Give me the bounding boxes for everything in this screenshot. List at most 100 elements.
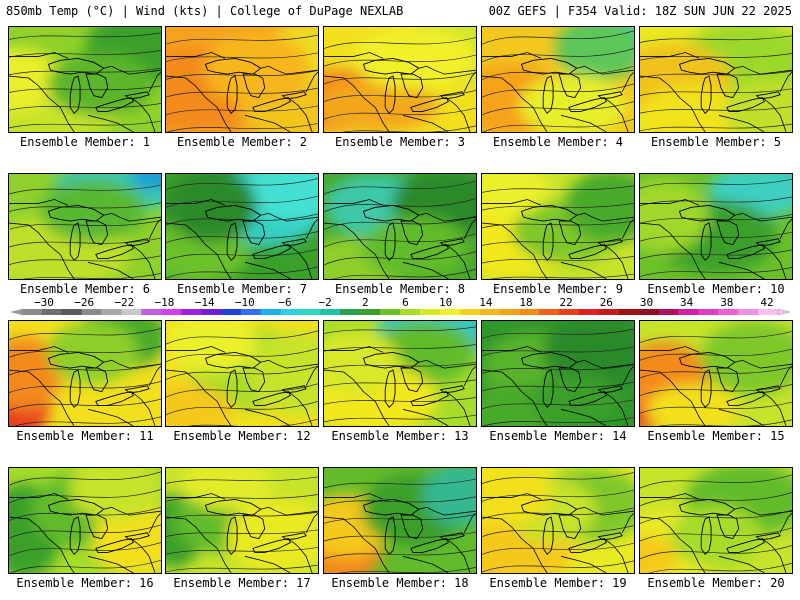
temperature-region [640,84,747,132]
great-lake-outline [542,75,554,115]
political-border [734,212,792,222]
ensemble-map-panel [481,320,635,427]
colorbar-tick-label: −22 [114,296,134,309]
ensemble-map-panel [165,173,319,280]
height-contour [166,105,318,116]
colorbar-swatch [22,309,43,315]
great-lake-outline [755,532,781,541]
height-contour [337,566,476,573]
height-contour [658,419,792,426]
political-border [402,114,449,132]
political-border [260,506,318,516]
colorbar-tick-label: 6 [402,296,409,309]
colorbar-tick-label: 22 [560,296,573,309]
model-run-info: 00Z GEFS | F354 Valid: 18Z SUN JUN 22 20… [488,4,792,18]
height-contour [482,560,634,573]
great-lake-outline [226,516,238,556]
political-border [166,75,232,132]
political-border [166,369,232,426]
height-contour [9,345,161,358]
height-contour [482,381,634,392]
political-border [260,359,318,369]
great-lake-outline [69,516,81,556]
height-contour [648,562,792,573]
height-contour [640,249,792,260]
political-border [576,212,634,222]
height-contour [640,231,792,242]
height-contour [482,238,634,246]
political-border [131,391,156,426]
great-lake-outline [252,97,291,112]
temperature-region [640,536,678,573]
height-contour [9,255,161,266]
colorbar-swatch [718,309,739,315]
ensemble-member-label: Ensemble Member: 15 [647,429,785,443]
height-contour [482,220,634,229]
political-border [463,71,476,92]
temperature-region [520,74,627,132]
political-border [418,359,476,369]
political-border [779,512,792,533]
political-border [718,408,765,426]
political-border [576,506,634,516]
political-border [718,114,765,132]
political-border [131,538,156,573]
height-contour [9,471,161,486]
political-border [288,97,313,132]
colorbar-tick-label: −14 [195,296,215,309]
height-contour [324,531,476,542]
height-contour [9,184,161,195]
temperature-region [700,321,792,395]
height-contour [482,118,634,132]
height-contour [188,418,318,426]
ensemble-member-label: Ensemble Member: 18 [331,576,469,590]
great-lake-outline [558,514,582,540]
height-contour [9,67,161,76]
political-border [621,365,634,386]
political-border [9,52,69,59]
great-lake-outline [755,385,781,394]
height-contour [324,326,476,335]
height-contour [482,507,634,520]
height-contour [9,85,161,93]
political-border [244,261,291,279]
height-contour [482,202,634,211]
great-lake-outline [542,222,554,262]
political-border [103,65,161,75]
ensemble-member-label: Ensemble Member: 11 [16,429,154,443]
colorbar-tick-label: −26 [74,296,94,309]
height-contour [166,34,318,45]
colorbar-tick-label: 26 [600,296,613,309]
colorbar-swatch [479,309,500,315]
temperature-region [324,331,400,395]
ensemble-member-label: Ensemble Member: 20 [647,576,785,590]
political-border [604,97,629,132]
ensemble-map-panel [481,26,635,133]
height-contour [489,273,634,279]
colorbar-swatch [738,309,759,315]
temperature-region [226,499,318,573]
political-border [718,261,765,279]
height-contour [166,178,318,191]
colorbar-swatch [559,309,580,315]
great-lake-outline [597,532,623,541]
colorbar-swatch [121,309,142,315]
colorbar-tick-label: 30 [640,296,653,309]
political-border [482,199,542,206]
political-border [482,346,542,353]
political-border [244,555,291,573]
great-lake-outline [226,222,238,262]
great-lake-outline [384,222,396,262]
political-border [288,391,313,426]
political-border [9,346,69,353]
height-contour [166,400,318,416]
height-contour [324,513,476,524]
great-lake-outline [252,391,291,406]
political-border [576,65,634,75]
great-lake-outline [281,238,307,247]
temperature-region [482,468,551,526]
ensemble-map-panel [165,26,319,133]
height-contour [9,559,161,573]
political-border [166,222,232,279]
colorbar-swatch [758,309,779,315]
